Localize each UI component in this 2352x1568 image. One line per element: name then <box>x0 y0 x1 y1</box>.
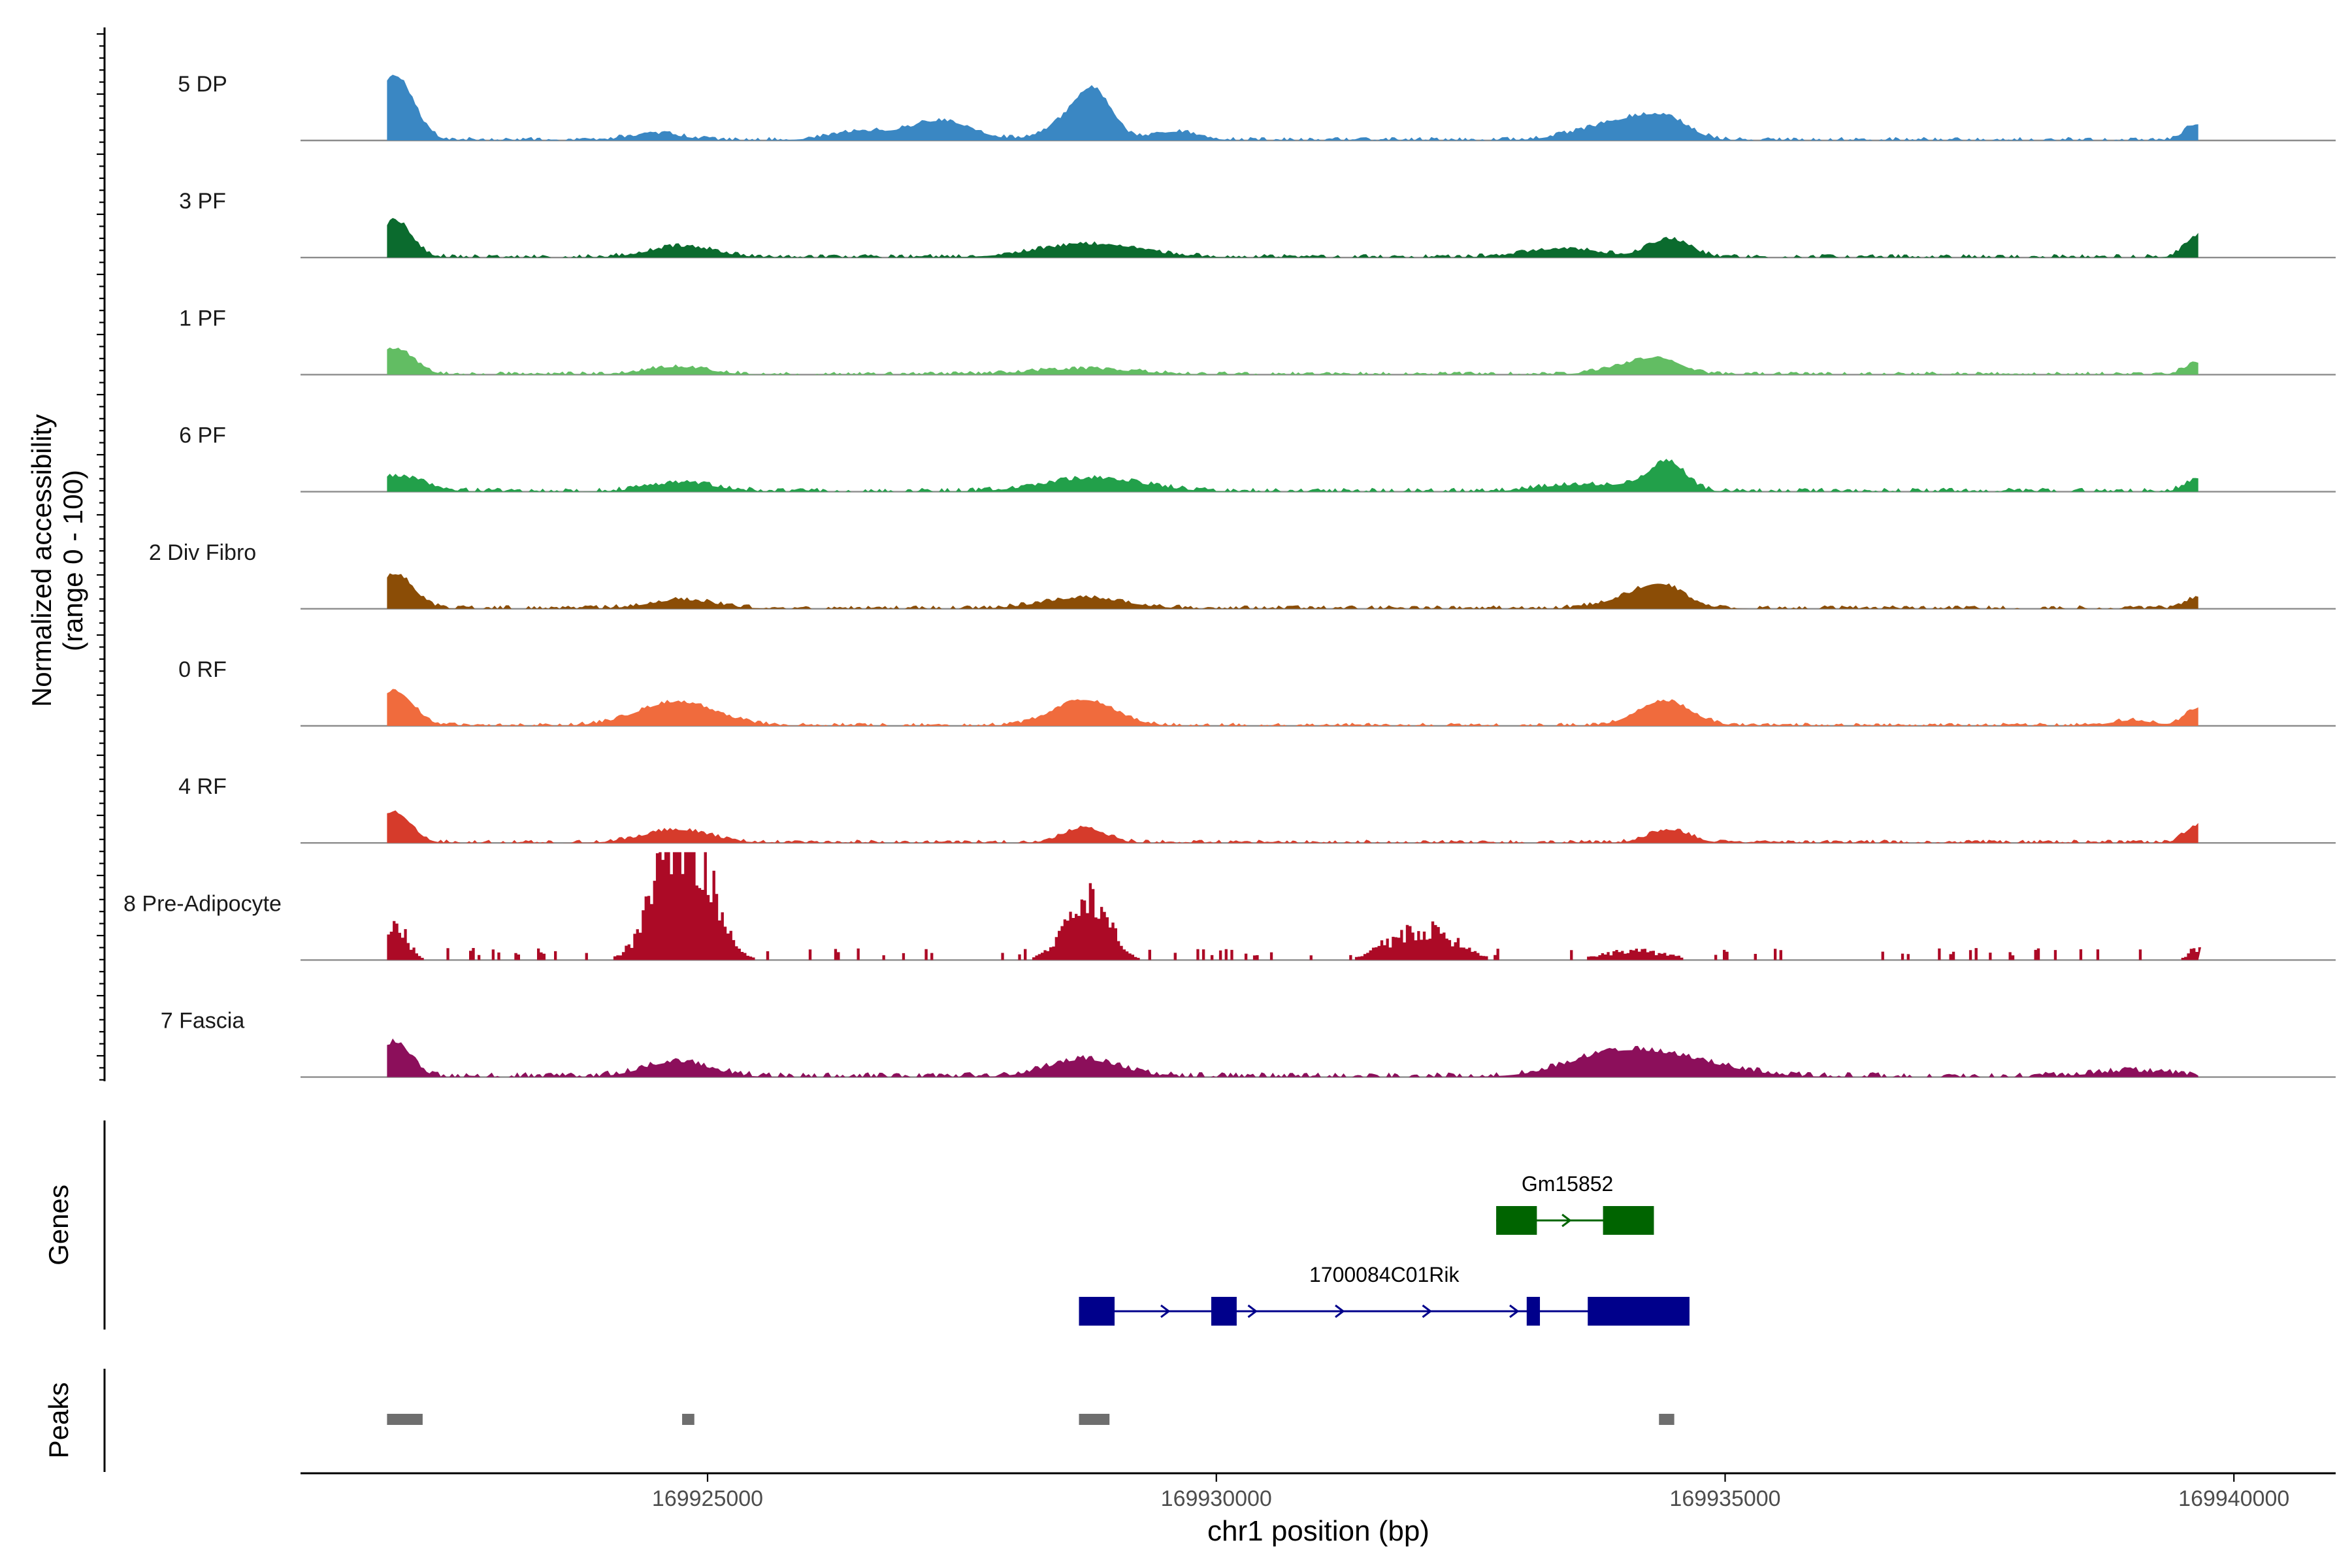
x-axis-tick-label: 169925000 <box>652 1486 763 1511</box>
coverage-track: 8 Pre-Adipocyte <box>123 852 2336 961</box>
gene-name-label: Gm15852 <box>1522 1172 1614 1196</box>
x-axis-tick-label: 169935000 <box>1669 1486 1780 1511</box>
coverage-area <box>387 852 2202 960</box>
coverage-tracks: 5 DP 3 PF 1 PF 6 PF 2 Div Fibro 0 RF 4 RF 8 Pre… <box>123 72 2336 1078</box>
coverage-track: 4 RF <box>178 774 2336 844</box>
x-axis-label: chr1 position (bp) <box>1207 1515 1429 1547</box>
track-label: 6 PF <box>179 423 226 448</box>
peak-regions <box>387 1414 1674 1425</box>
coverage-area <box>387 459 2198 492</box>
coverage-area <box>387 1038 2198 1077</box>
genes-panel-label: Genes <box>43 1184 74 1266</box>
coverage-track: 2 Div Fibro <box>149 540 2336 610</box>
y-axis-label-line1: Normalized accessibility <box>26 414 57 707</box>
track-label: 3 PF <box>179 189 226 214</box>
x-axis-ticks: 169925000 169930000 169935000 169940000 <box>652 1473 2289 1511</box>
y-axis-label-line2: (range 0 - 100) <box>57 470 88 651</box>
gene-exon <box>1526 1297 1541 1326</box>
coverage-track: 6 PF <box>179 423 2336 493</box>
gene-model: Gm15852 <box>1496 1172 1654 1235</box>
strand-arrow-icon <box>1561 1213 1572 1228</box>
gene-name-label: 1700084C01Rik <box>1309 1263 1460 1286</box>
coverage-area <box>387 573 2198 609</box>
strand-arrow-icon <box>1160 1304 1171 1318</box>
gene-exon <box>1588 1297 1690 1326</box>
coverage-area <box>387 74 2198 140</box>
gene-model: 1700084C01Rik <box>1079 1263 1690 1326</box>
track-label: 1 PF <box>179 306 226 331</box>
track-label: 2 Div Fibro <box>149 540 256 565</box>
coverage-area <box>387 689 2198 726</box>
coverage-track: 5 DP <box>178 72 2336 142</box>
gene-exon <box>1211 1297 1237 1326</box>
strand-arrow-icon <box>1509 1304 1520 1318</box>
coverage-y-ticks <box>97 33 105 1081</box>
gene-annotations: Gm15852 1700084C01Rik <box>1079 1172 1690 1326</box>
coverage-area <box>387 347 2198 375</box>
coverage-area <box>387 218 2198 258</box>
coverage-track: 3 PF <box>179 189 2336 259</box>
track-label: 8 Pre-Adipocyte <box>123 891 282 916</box>
x-axis-tick-label: 169940000 <box>2178 1486 2289 1511</box>
track-label: 7 Fascia <box>161 1009 245 1034</box>
coverage-area <box>387 810 2198 843</box>
strand-arrow-icon <box>1422 1304 1432 1318</box>
strand-arrow-icon <box>1335 1304 1345 1318</box>
x-axis-tick-label: 169930000 <box>1161 1486 1272 1511</box>
strand-arrow-icon <box>1247 1304 1258 1318</box>
coverage-track: 7 Fascia <box>161 1009 2336 1078</box>
peak-region <box>682 1414 694 1425</box>
peak-region <box>387 1414 423 1425</box>
gene-exon <box>1603 1206 1654 1235</box>
track-label: 4 RF <box>178 774 227 799</box>
peak-region <box>1079 1414 1110 1425</box>
gene-exon <box>1079 1297 1115 1326</box>
peak-region <box>1659 1414 1674 1425</box>
peaks-panel-label: Peaks <box>43 1382 74 1459</box>
coverage-track: 1 PF <box>179 306 2336 376</box>
gene-exon <box>1496 1206 1537 1235</box>
coverage-track: 0 RF <box>178 657 2336 727</box>
track-label: 0 RF <box>178 657 227 682</box>
track-label: 5 DP <box>178 72 227 97</box>
